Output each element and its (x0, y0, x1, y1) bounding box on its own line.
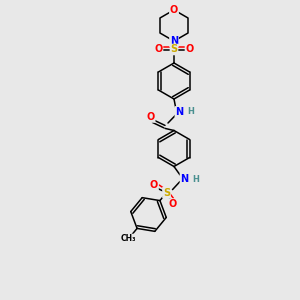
Text: H: H (188, 107, 194, 116)
Text: N: N (180, 173, 189, 184)
Text: CH₃: CH₃ (121, 234, 136, 243)
Text: N: N (170, 36, 178, 46)
Text: N: N (175, 107, 184, 117)
Text: O: O (185, 44, 194, 55)
Text: O: O (168, 199, 177, 209)
Text: H: H (193, 175, 199, 184)
Text: O: O (146, 112, 155, 122)
Text: S: S (163, 188, 170, 198)
Text: S: S (170, 44, 178, 55)
Text: O: O (154, 44, 163, 55)
Text: O: O (170, 5, 178, 15)
Text: O: O (150, 180, 158, 190)
